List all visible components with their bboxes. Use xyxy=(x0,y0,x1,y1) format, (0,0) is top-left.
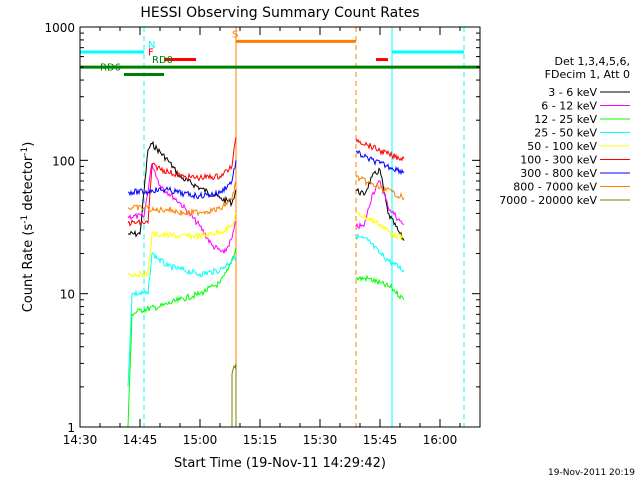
series-line xyxy=(355,138,405,162)
flag-label: F xyxy=(148,48,154,59)
x-tick-label: 15:30 xyxy=(303,433,338,447)
series-line xyxy=(355,149,405,176)
series-line xyxy=(127,180,237,217)
y-axis-label-end: ) xyxy=(21,142,36,147)
series-line xyxy=(127,247,237,428)
flag-label: S xyxy=(232,29,238,40)
series-line xyxy=(127,163,237,254)
plot-frame xyxy=(79,26,481,428)
series-line xyxy=(355,167,405,241)
chart-title: HESSI Observing Summary Count Rates xyxy=(140,5,419,21)
flag-label: RD0 xyxy=(152,55,173,66)
legend-label: 25 - 50 keV xyxy=(534,127,597,140)
x-tick-label: 15:15 xyxy=(243,433,278,447)
legend-title-1: Det 1,3,4,5,6, xyxy=(554,55,630,68)
x-tick-label: 16:00 xyxy=(423,433,458,447)
y-tick-label: 1 xyxy=(67,421,75,435)
legend-label: 7000 - 20000 keV xyxy=(499,194,597,207)
legend-label: 6 - 12 keV xyxy=(541,100,597,113)
legend-label: 50 - 100 keV xyxy=(527,140,597,153)
legend-label: 12 - 25 keV xyxy=(534,113,597,126)
y-axis-label-sup2: -1 xyxy=(20,147,30,156)
series-lines xyxy=(127,136,405,428)
series-line xyxy=(127,252,237,387)
x-tick-label: 14:45 xyxy=(123,433,158,447)
series-line xyxy=(127,160,237,200)
legend-label: 300 - 800 keV xyxy=(520,167,597,180)
x-axis-label: Start Time (19-Nov-11 14:29:42) xyxy=(174,456,386,471)
x-tick-label: 15:00 xyxy=(183,433,218,447)
x-tick-label: 14:30 xyxy=(63,433,98,447)
series-line xyxy=(127,136,237,227)
flag-label: N xyxy=(148,40,155,51)
y-axis-label-main: Count Rate (s xyxy=(21,224,36,313)
y-axis-label-mid: detector xyxy=(21,155,36,215)
legend-label: 800 - 7000 keV xyxy=(513,181,597,194)
x-tick-label: 15:45 xyxy=(363,433,398,447)
legend-label: 3 - 6 keV xyxy=(548,86,597,99)
y-axis-label-sup1: -1 xyxy=(20,215,30,224)
axes: 14:30 14:45 15:00 15:15 15:30 15:45 16:00 1 10 10… xyxy=(44,21,481,447)
legend: Det 1,3,4,5,6, FDecim 1, Att 0 3 - 6 keV… xyxy=(499,55,630,207)
flag-label: RD6 xyxy=(100,63,121,74)
legend-title-2: FDecim 1, Att 0 xyxy=(545,68,630,81)
timestamp: 19-Nov-2011 20:19 xyxy=(548,468,635,478)
y-tick-label: 1000 xyxy=(44,21,75,35)
series-line xyxy=(355,274,405,301)
y-tick-label: 10 xyxy=(60,288,75,302)
y-axis-label: Count Rate (s-1 detector-1) xyxy=(20,142,36,313)
series-line xyxy=(128,140,237,238)
vertical-markers xyxy=(79,27,465,427)
series-line xyxy=(355,211,405,240)
series-line xyxy=(231,363,237,427)
legend-label: 100 - 300 keV xyxy=(520,154,597,167)
series-line xyxy=(355,232,405,273)
y-tick-label: 100 xyxy=(52,154,75,168)
series-line xyxy=(355,179,405,230)
series-line xyxy=(127,213,237,279)
series-line xyxy=(355,175,405,201)
